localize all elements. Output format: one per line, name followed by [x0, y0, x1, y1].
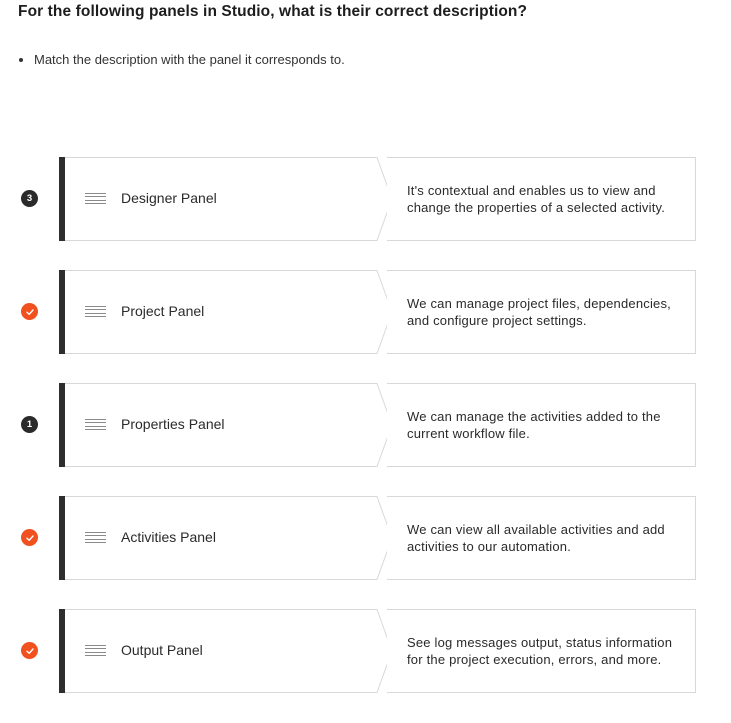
description-card [384, 383, 696, 467]
description-card [384, 609, 696, 693]
instruction-item: Match the description with the panel it … [34, 52, 345, 67]
match-row: Activities Panel We can view all availabl… [0, 496, 731, 580]
instructions-list: Match the description with the panel it … [34, 52, 345, 67]
match-row: Project Panel We can manage project files… [0, 270, 731, 354]
description-label: It's contextual and enables us to view a… [407, 183, 666, 215]
description-label: We can manage the activities added to th… [407, 409, 661, 441]
position-number-badge: 3 [21, 190, 38, 207]
question-title: For the following panels in Studio, what… [18, 3, 528, 20]
match-row: Output Panel See log messages output, sta… [0, 609, 731, 693]
draggable-panel-card[interactable]: Project Panel [59, 270, 387, 354]
match-row: 3 Designer Panel It's contextual and enabl… [0, 157, 731, 241]
drag-handle-icon[interactable] [85, 419, 106, 430]
panel-description-text: We can view all available activities and… [407, 496, 689, 580]
description-label: We can view all available activities and… [407, 522, 665, 554]
description-card [384, 157, 696, 241]
drag-handle-icon[interactable] [85, 306, 106, 317]
draggable-panel-card[interactable]: Activities Panel [59, 496, 387, 580]
description-label: See log messages output, status informat… [407, 635, 673, 667]
drag-handle-icon[interactable] [85, 193, 106, 204]
panel-name-label: Output Panel [121, 642, 203, 658]
panel-name-label: Project Panel [121, 303, 205, 319]
description-card [384, 270, 696, 354]
match-row: 1 Properties Panel We can manage the activ… [0, 383, 731, 467]
draggable-panel-card[interactable]: Designer Panel [59, 157, 387, 241]
panel-name-label: Properties Panel [121, 416, 225, 432]
position-number-badge: 1 [21, 416, 38, 433]
panel-description-text: We can manage the activities added to th… [407, 383, 689, 467]
correct-check-icon [21, 303, 38, 320]
panel-name-label: Designer Panel [121, 190, 217, 206]
panel-description-text: It's contextual and enables us to view a… [407, 157, 689, 241]
drag-handle-icon[interactable] [85, 645, 106, 656]
panel-description-text: We can manage project files, dependencie… [407, 270, 689, 354]
panel-description-text: See log messages output, status informat… [407, 609, 689, 693]
drag-handle-icon[interactable] [85, 532, 106, 543]
draggable-panel-card[interactable]: Properties Panel [59, 383, 387, 467]
panel-name-label: Activities Panel [121, 529, 216, 545]
description-label: We can manage project files, dependencie… [407, 296, 671, 328]
correct-check-icon [21, 642, 38, 659]
description-card [384, 496, 696, 580]
correct-check-icon [21, 529, 38, 546]
draggable-panel-card[interactable]: Output Panel [59, 609, 387, 693]
